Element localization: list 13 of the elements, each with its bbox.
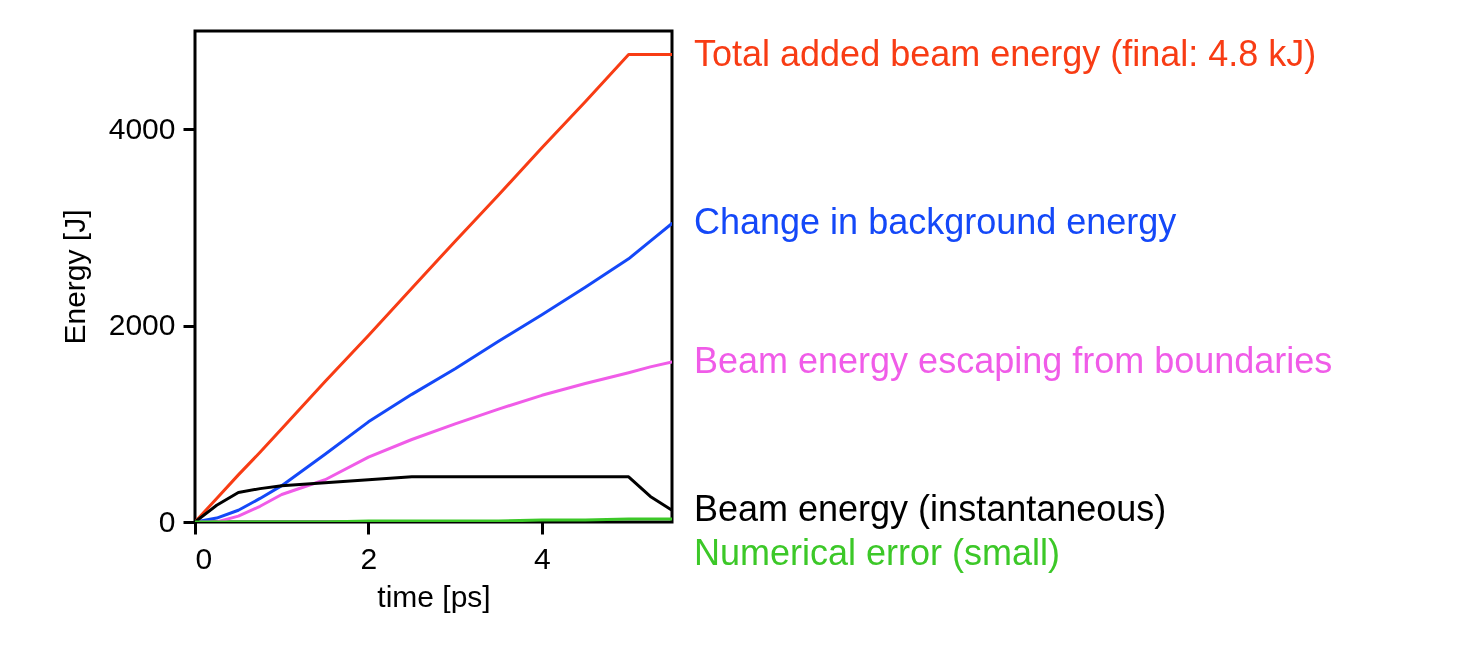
series-label: Beam energy escaping from boundaries: [694, 339, 1333, 381]
series-label: Total added beam energy (final: 4.8 kJ): [694, 32, 1317, 74]
series-label: Change in background energy: [694, 201, 1177, 243]
x-tick-label: 0: [195, 541, 213, 575]
y-tick-label: 2000: [108, 308, 176, 342]
y-axis-title: Energy [J]: [57, 209, 91, 345]
x-tick-label: 2: [360, 541, 378, 575]
y-tick-label: 0: [158, 504, 176, 538]
x-axis-title: time [ps]: [377, 579, 491, 613]
y-tick-label: 4000: [108, 111, 176, 145]
x-tick-label: 4: [534, 541, 551, 575]
series-label: Numerical error (small): [694, 532, 1061, 574]
series-label: Beam energy (instantaneous): [694, 488, 1167, 530]
